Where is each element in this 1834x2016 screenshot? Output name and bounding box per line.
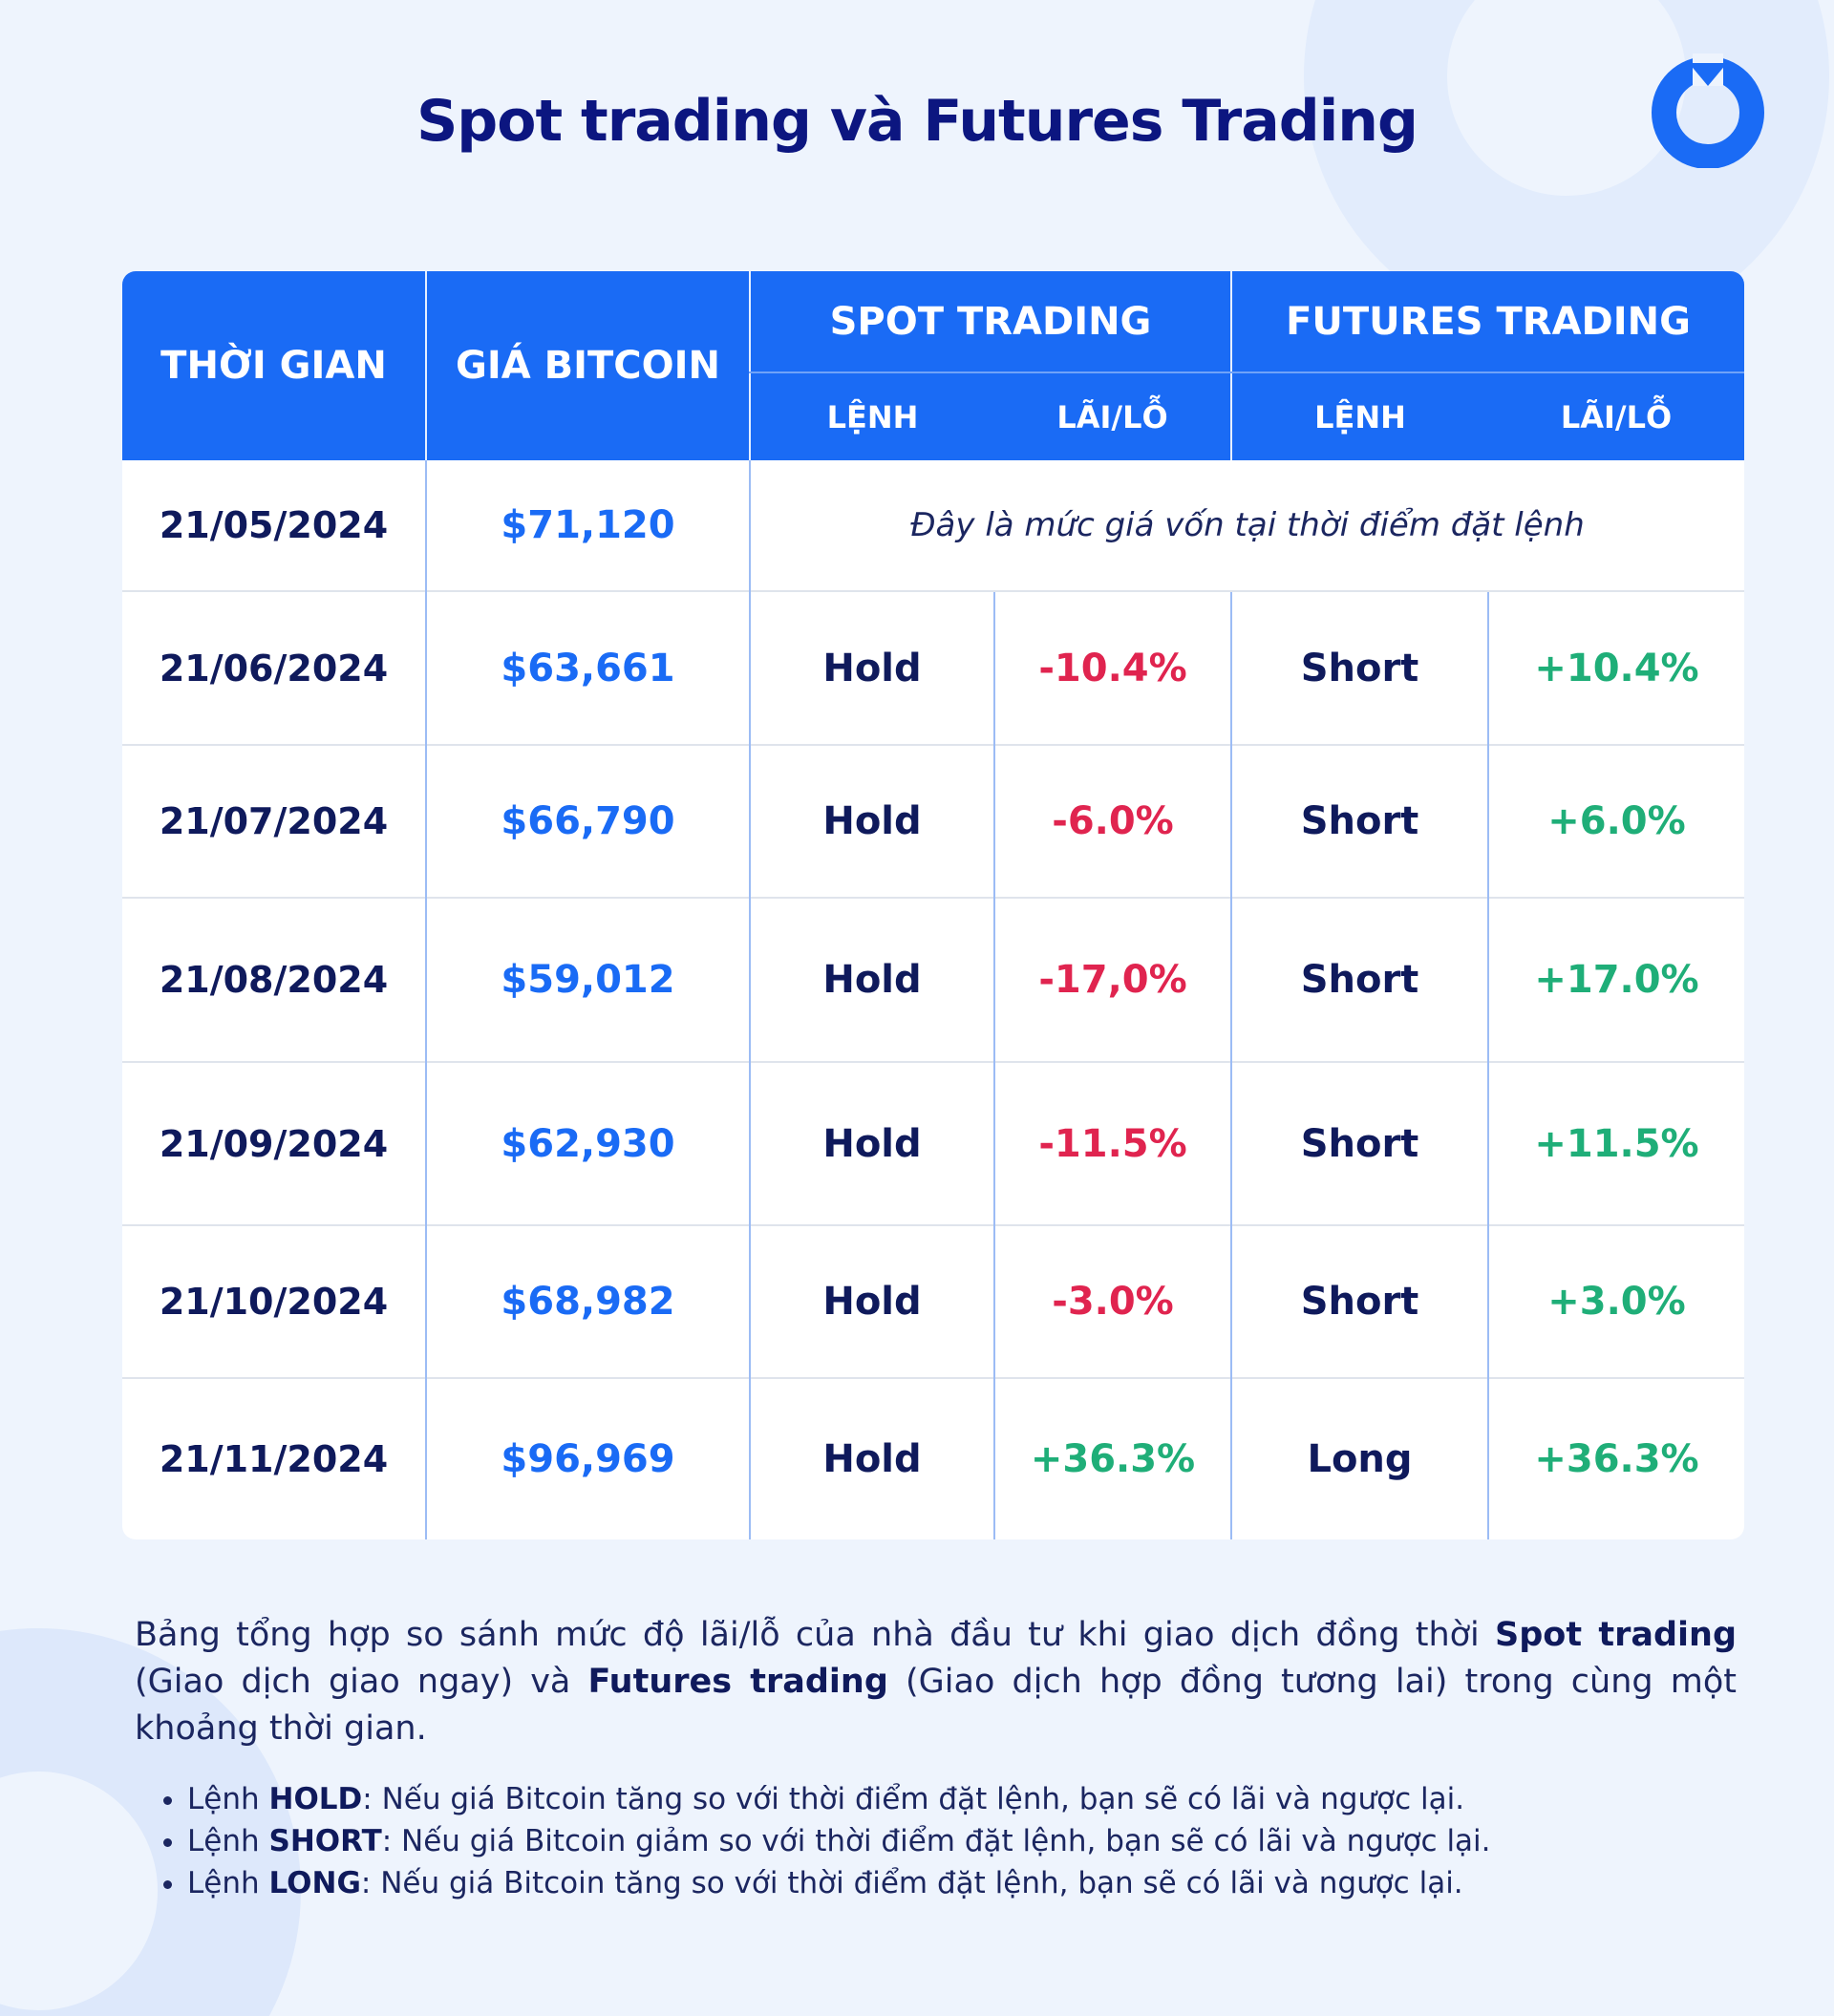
pl-cell: -3.0% xyxy=(993,1224,1231,1378)
bullet-text: HOLD xyxy=(268,1782,363,1816)
order-cell: Hold xyxy=(749,744,994,898)
order-cell: Hold xyxy=(749,1377,994,1539)
order-cell: Short xyxy=(1230,1224,1488,1378)
date-cell: 21/06/2024 xyxy=(122,590,426,745)
note-cell: Đây là mức giá vốn tại thời điểm đặt lện… xyxy=(749,460,1744,591)
price-cell: $66,790 xyxy=(425,744,750,898)
price-cell: $96,969 xyxy=(425,1377,750,1539)
page-title: Spot trading và Futures Trading xyxy=(416,88,1418,155)
description-text: Bảng tổng hợp so sánh mức độ lãi/lỗ của … xyxy=(135,1616,1496,1654)
table-row: 21/06/2024 $63,661 Hold -10.4% Short +10.4% xyxy=(122,590,1744,745)
pl-cell: +36.3% xyxy=(993,1377,1231,1539)
date-cell: 21/05/2024 xyxy=(159,504,389,546)
table-row: 21/07/2024 $66,790 Hold -6.0% Short +6.0% xyxy=(122,744,1744,898)
description-text: (Giao dịch hợp đồng tương lai) trong cùn… xyxy=(135,1663,1737,1748)
logo xyxy=(1652,53,1764,168)
header-subcell: LÃI/LỖ xyxy=(1488,372,1744,460)
price-cell: $71,120 xyxy=(425,460,750,591)
header-group: FUTURES TRADING xyxy=(1230,271,1744,373)
table-row: 21/08/2024 $59,012 Hold -17,0% Short +17.0% xyxy=(122,897,1744,1062)
table-row: 21/10/2024 $68,982 Hold -3.0% Short +3.0% xyxy=(122,1224,1744,1378)
header-cell: GIÁ BITCOIN xyxy=(425,271,750,460)
order-cell: Short xyxy=(1230,1061,1488,1225)
description-text: Spot trading xyxy=(1495,1616,1737,1654)
date-cell: 21/10/2024 xyxy=(122,1224,426,1378)
date-cell: 21/09/2024 xyxy=(122,1061,426,1225)
bullet-item: Lệnh LONG: Nếu giá Bitcoin tăng so với t… xyxy=(187,1862,1491,1904)
table-row: 21/11/2024 $96,969 Hold +36.3% Long +36.3% xyxy=(122,1377,1744,1539)
pl-cell: +36.3% xyxy=(1487,1377,1744,1539)
table-body: 21/05/2024 $71,120 Đây là mức giá vốn tạ… xyxy=(122,460,1744,1539)
order-cell: Short xyxy=(1230,590,1488,745)
order-cell: Long xyxy=(1230,1377,1488,1539)
order-cell: Short xyxy=(1230,744,1488,898)
pl-cell: -17,0% xyxy=(993,897,1231,1062)
pl-cell: -6.0% xyxy=(993,744,1231,898)
bullet-text: : Nếu giá Bitcoin tăng so với thời điểm … xyxy=(360,1866,1463,1900)
bullet-text: : Nếu giá Bitcoin tăng so với thời điểm … xyxy=(362,1782,1465,1816)
pl-cell: +17.0% xyxy=(1487,897,1744,1062)
price-cell: $59,012 xyxy=(425,897,750,1062)
order-cell: Hold xyxy=(749,897,994,1062)
bullet-text: LONG xyxy=(268,1866,361,1900)
description-text: (Giao dịch giao ngay) và xyxy=(135,1663,588,1701)
header-group: SPOT TRADING xyxy=(749,271,1231,373)
price-cell: $68,982 xyxy=(425,1224,750,1378)
pl-cell: -11.5% xyxy=(993,1061,1231,1225)
pl-cell: +6.0% xyxy=(1487,744,1744,898)
header-cell: THỜI GIAN xyxy=(122,271,426,460)
order-cell: Hold xyxy=(749,590,994,745)
date-cell: 21/11/2024 xyxy=(122,1377,426,1539)
order-cell: Short xyxy=(1230,897,1488,1062)
bullet-text: Lệnh xyxy=(187,1866,269,1900)
bullet-list: Lệnh HOLD: Nếu giá Bitcoin tăng so với t… xyxy=(153,1778,1491,1904)
comparison-table: THỜI GIAN GIÁ BITCOIN SPOT TRADING FUTUR… xyxy=(122,271,1744,1539)
pl-cell: +11.5% xyxy=(1487,1061,1744,1225)
bullet-item: Lệnh HOLD: Nếu giá Bitcoin tăng so với t… xyxy=(187,1778,1491,1820)
description: Bảng tổng hợp so sánh mức độ lãi/lỗ của … xyxy=(135,1612,1737,1752)
header-subcell: LÃI/LỖ xyxy=(994,372,1231,460)
price-cell: $63,661 xyxy=(425,590,750,745)
date-cell: 21/08/2024 xyxy=(122,897,426,1062)
date-cell: 21/07/2024 xyxy=(122,744,426,898)
header-subcell: LỆNH xyxy=(749,372,994,460)
table-row: 21/09/2024 $62,930 Hold -11.5% Short +11.5% xyxy=(122,1061,1744,1225)
pl-cell: +3.0% xyxy=(1487,1224,1744,1378)
pl-cell: -10.4% xyxy=(993,590,1231,745)
bullet-text: Lệnh xyxy=(187,1824,269,1858)
pl-cell: +10.4% xyxy=(1487,590,1744,745)
bullet-text: Lệnh xyxy=(187,1782,269,1816)
bullet-text: : Nếu giá Bitcoin giảm so với thời điểm … xyxy=(381,1824,1491,1858)
description-text: Futures trading xyxy=(587,1663,888,1701)
order-cell: Hold xyxy=(749,1061,994,1225)
price-cell: $62,930 xyxy=(425,1061,750,1225)
bullet-item: Lệnh SHORT: Nếu giá Bitcoin giảm so với … xyxy=(187,1820,1491,1862)
bullet-text: SHORT xyxy=(268,1824,382,1858)
order-cell: Hold xyxy=(749,1224,994,1378)
table-row: 21/05/2024 $71,120 Đây là mức giá vốn tạ… xyxy=(122,460,1744,591)
header-subcell: LỆNH xyxy=(1230,372,1488,460)
